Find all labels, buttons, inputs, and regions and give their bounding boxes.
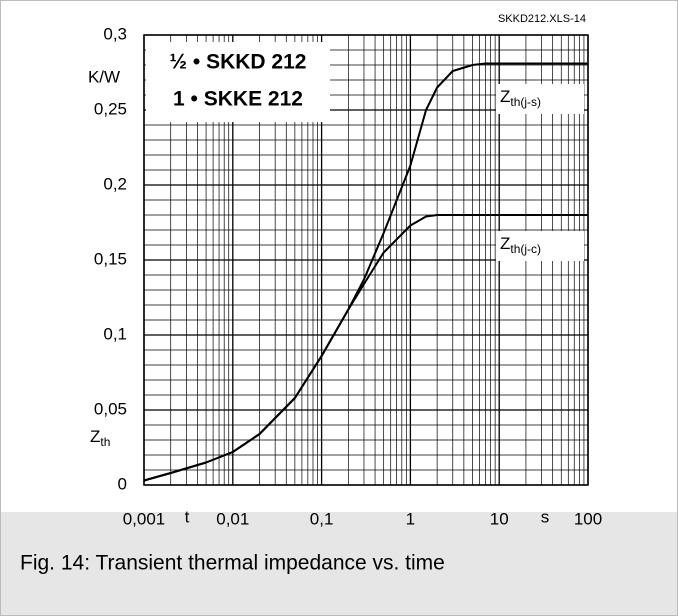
- annotation: SKKD212.XLS-14: [498, 13, 586, 25]
- y-tick-label: 0,2: [103, 174, 127, 193]
- series-label-bg: [496, 231, 584, 261]
- x-tick-label: 0,1: [310, 509, 334, 528]
- y-tick-label: 0,15: [94, 249, 127, 268]
- y-label: Zth: [90, 427, 110, 449]
- y-tick-label: 0,25: [94, 99, 127, 118]
- caption: Fig. 14: Transient thermal impedance vs.…: [20, 552, 445, 575]
- y-tick-label: 0: [118, 474, 127, 493]
- y-tick-label: 0,05: [94, 399, 127, 418]
- caption-band: [1, 512, 677, 615]
- legend-text: 1 • SKKE 212: [173, 88, 303, 111]
- series-label: Zth(j-c): [500, 234, 541, 256]
- legend-box: [146, 42, 330, 122]
- labels: 0,001 0,01 0,1 1 10 100 0 0,05 0,1 0,15 0,2 0,25 0,3…: [88, 24, 602, 528]
- y-tick-label: 0,1: [103, 324, 127, 343]
- plot-border: [143, 34, 589, 486]
- series-label-bg: [496, 84, 584, 114]
- x-tick-label: 0,001: [123, 509, 166, 528]
- x-label: t: [185, 507, 190, 526]
- plot: [143, 62, 588, 482]
- y-tick-label: 0,3: [103, 24, 127, 43]
- x-tick-label: 10: [490, 509, 509, 528]
- y-unit: K/W: [88, 67, 120, 86]
- legend-text: ½ • SKKD 212: [170, 51, 307, 74]
- series-line: [143, 214, 588, 482]
- x-tick-label: 1: [406, 509, 415, 528]
- series-label: Zth(j-s): [500, 87, 541, 109]
- x-tick-label: 0,01: [216, 509, 249, 528]
- x-tick-label: 100: [574, 509, 602, 528]
- x-unit: s: [541, 507, 550, 526]
